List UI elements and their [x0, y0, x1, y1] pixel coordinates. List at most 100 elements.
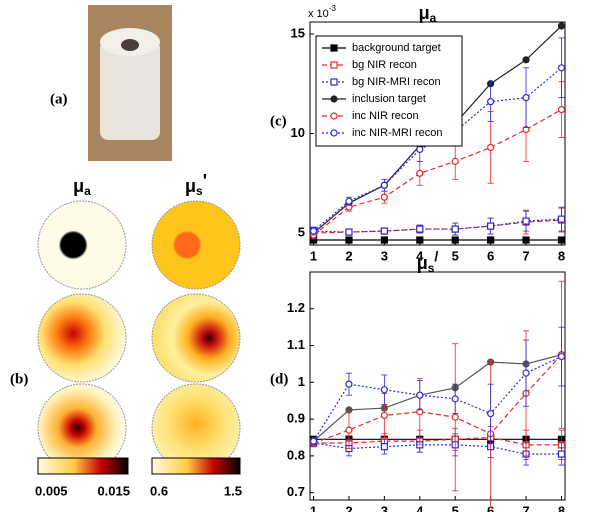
x-tick-label: 3 [381, 248, 388, 263]
image-disk [38, 201, 126, 289]
figure: 0.005 0.015 0.6 1.5 μa μs' (a) (b) (c) (… [0, 0, 595, 512]
colorbar-tick: 1.5 [224, 483, 242, 498]
title-base: μ [419, 3, 430, 23]
marker [488, 144, 494, 150]
legend-label: background target [352, 42, 441, 54]
title-sub: a [430, 11, 437, 25]
chart-title: μs/ [417, 248, 439, 275]
marker [452, 414, 458, 420]
y-tick-label: 0.9 [287, 411, 305, 426]
marker [523, 218, 529, 224]
panel-label: (a) [50, 91, 68, 107]
marker [558, 65, 564, 71]
chart-title: μa [419, 3, 437, 25]
marker [311, 228, 317, 234]
y-multiplier: x 10-3 [308, 4, 336, 20]
marker [558, 354, 564, 360]
legend-label: bg NIR-MRI recon [352, 76, 441, 88]
y-tick-label: 1.2 [287, 300, 305, 315]
legend-label: bg NIR recon [352, 59, 417, 71]
marker [558, 216, 564, 222]
panel-label: (b) [10, 371, 28, 387]
marker [381, 412, 387, 418]
marker [311, 438, 317, 444]
legend-label: inc NIR recon [352, 110, 419, 122]
marker [488, 99, 494, 105]
x-tick-label: 8 [558, 503, 565, 512]
marker [523, 95, 529, 101]
marker [381, 444, 387, 450]
legend-marker [331, 79, 337, 85]
marker [346, 237, 352, 243]
legend: background target bg NIR recon bg NIR-MRI … [316, 36, 462, 146]
legend-marker [331, 96, 337, 102]
x-tick-label: 8 [558, 248, 565, 263]
marker [381, 387, 387, 393]
marker [381, 194, 387, 200]
y-tick-label: 0.8 [287, 447, 305, 462]
colorbar-tick: 0.015 [97, 483, 130, 498]
marker [346, 381, 352, 387]
y-tick-label: 1 [298, 374, 305, 389]
marker [558, 23, 564, 29]
marker [558, 451, 564, 457]
x-tick-label: 4 [416, 503, 424, 512]
x-tick-label: 7 [522, 503, 529, 512]
colorbar [152, 458, 240, 474]
x-tick-label: 1 [310, 503, 317, 512]
marker [488, 237, 494, 243]
colorbar [38, 458, 128, 474]
x-tick-label: 1 [310, 248, 317, 263]
title-base: μ [417, 253, 428, 273]
marker [523, 237, 529, 243]
legend-label: inc NIR-MRI recon [352, 127, 442, 139]
marker [346, 229, 352, 235]
marker [417, 170, 423, 176]
marker [381, 228, 387, 234]
marker [452, 396, 458, 402]
phantom-hole [121, 39, 139, 51]
marker [417, 146, 423, 152]
marker [381, 237, 387, 243]
y-tick-label: 1.1 [287, 337, 305, 352]
multiplier-exp: -3 [329, 4, 337, 13]
panel-label: (c) [270, 113, 287, 129]
colorbar-tick: 0.005 [35, 483, 68, 498]
column-header: μa [73, 176, 91, 198]
multiplier-text: x 10 [308, 8, 329, 20]
y-tick-label: 10 [291, 125, 305, 140]
legend-label: inclusion target [352, 93, 426, 105]
marker [488, 223, 494, 229]
y-tick-label: 15 [291, 25, 305, 40]
x-tick-label: 5 [452, 503, 459, 512]
x-tick-label: 6 [487, 248, 494, 263]
legend-marker [331, 113, 337, 119]
panel-label: (d) [270, 371, 288, 387]
marker [381, 182, 387, 188]
marker [558, 107, 564, 113]
marker [417, 392, 423, 398]
marker [417, 226, 423, 232]
legend-marker [331, 130, 337, 136]
marker [558, 237, 564, 243]
x-tick-label: 2 [345, 503, 352, 512]
marker [346, 198, 352, 204]
marker [452, 226, 458, 232]
y-tick-label: 0.7 [287, 484, 305, 499]
column-header: μs' [185, 171, 207, 198]
marker [452, 158, 458, 164]
title-sup: / [434, 248, 438, 264]
marker [346, 427, 352, 433]
marker [523, 370, 529, 376]
image-disk [152, 294, 240, 382]
x-tick-label: 5 [452, 248, 459, 263]
colorbar-tick: 0.6 [150, 483, 168, 498]
marker [452, 237, 458, 243]
marker [523, 57, 529, 63]
x-tick-label: 2 [345, 248, 352, 263]
x-tick-label: 3 [381, 503, 388, 512]
image-disk [38, 294, 126, 382]
marker [417, 237, 423, 243]
legend-marker [331, 62, 337, 68]
image-disk [152, 201, 240, 289]
